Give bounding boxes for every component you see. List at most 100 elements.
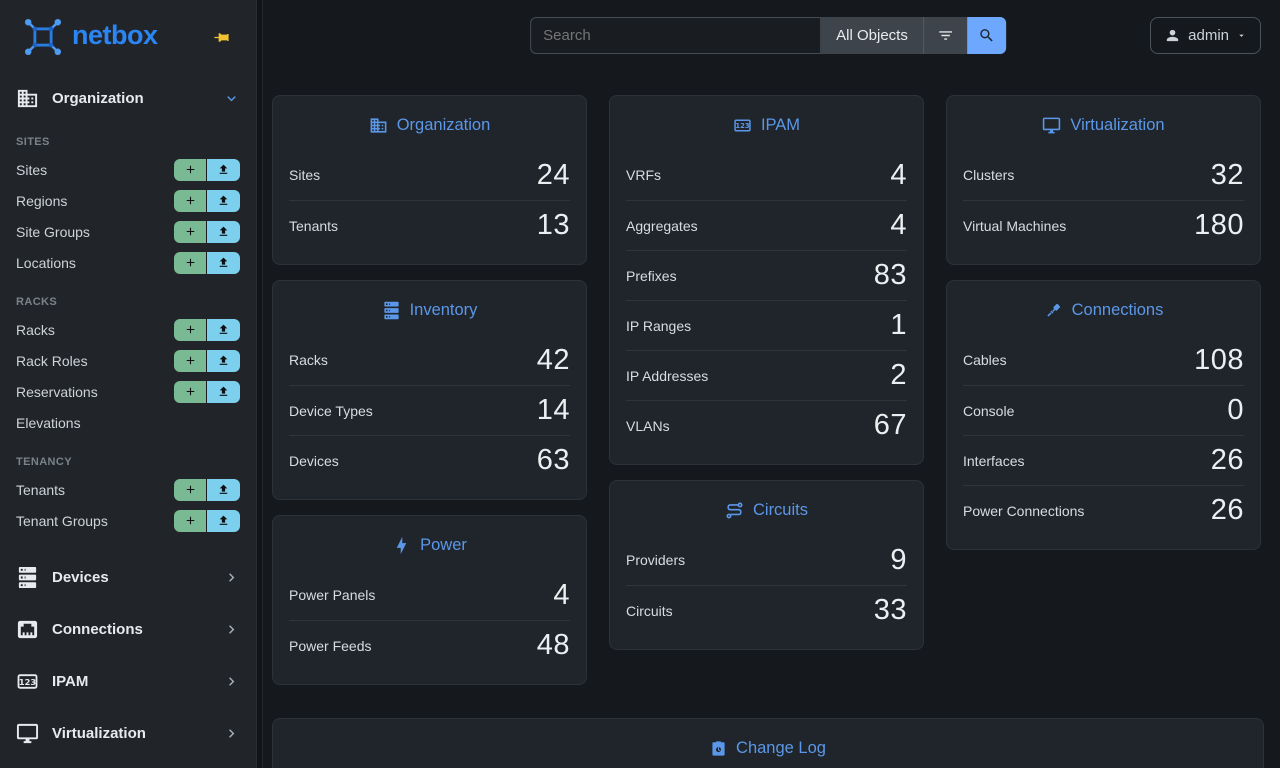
stat-value[interactable]: 26 xyxy=(1210,494,1244,526)
sidebar-menu-organization[interactable]: Organization xyxy=(0,78,256,118)
sidebar-item-link[interactable]: Regions xyxy=(16,192,68,209)
stat-label[interactable]: Virtual Machines xyxy=(963,217,1067,234)
dashboard-column-2: IPAM VRFs 4 Aggregates 4 Prefixes 83 xyxy=(609,95,924,685)
username: admin xyxy=(1188,27,1229,44)
dashboard-column-1: Organization Sites 24 Tenants 13 Inv xyxy=(272,95,587,685)
search-input[interactable] xyxy=(530,17,822,54)
pin-sidebar-icon[interactable] xyxy=(213,29,230,46)
stat-value[interactable]: 67 xyxy=(873,409,907,441)
import-button[interactable] xyxy=(207,318,240,341)
sidebar-menu-connections[interactable]: Connections xyxy=(0,603,256,655)
import-button[interactable] xyxy=(207,349,240,372)
add-button[interactable] xyxy=(174,251,207,274)
filter-button[interactable] xyxy=(922,17,967,54)
stat-label[interactable]: Sites xyxy=(289,167,321,183)
stat-label[interactable]: Power Panels xyxy=(289,587,376,603)
stat-value[interactable]: 83 xyxy=(873,259,907,291)
add-button[interactable] xyxy=(174,509,207,532)
stat-row: Power Connections 26 xyxy=(963,485,1244,535)
import-button[interactable] xyxy=(207,220,240,243)
dashboard-column-3: Virtualization Clusters 32 Virtual Machi… xyxy=(946,95,1261,685)
sidebar-scrollbar[interactable] xyxy=(256,0,263,768)
search-scope-dropdown[interactable]: All Objects xyxy=(821,17,923,54)
import-button[interactable] xyxy=(207,189,240,212)
stat-label[interactable]: Aggregates xyxy=(626,217,698,234)
sidebar-item-locations: Locations xyxy=(0,247,256,278)
add-button[interactable] xyxy=(174,318,207,341)
sidebar-menu-label: Devices xyxy=(52,568,109,586)
sidebar-menu-virtualization[interactable]: Virtualization xyxy=(0,707,256,759)
netbox-logo[interactable]: netbox xyxy=(22,16,158,58)
sidebar: netbox Organization SITES Sites Regions … xyxy=(0,0,256,768)
sidebar-item-link[interactable]: Racks xyxy=(16,321,55,338)
sidebar-menu-ipam[interactable]: IPAM xyxy=(0,655,256,707)
sidebar-item-link[interactable]: Tenant Groups xyxy=(16,512,108,529)
plus-icon xyxy=(184,483,197,496)
stat-label[interactable]: IP Addresses xyxy=(626,367,709,384)
stat-value[interactable]: 4 xyxy=(890,209,907,241)
stat-value[interactable]: 32 xyxy=(1210,158,1244,191)
stat-label[interactable]: Console xyxy=(963,402,1015,419)
sidebar-item-link[interactable]: Locations xyxy=(16,254,76,271)
import-button[interactable] xyxy=(207,509,240,532)
stat-label[interactable]: Device Types xyxy=(289,402,373,419)
building-icon xyxy=(369,116,388,135)
import-button[interactable] xyxy=(207,251,240,274)
stat-label[interactable]: Tenants xyxy=(289,217,339,234)
stat-value[interactable]: 13 xyxy=(536,209,570,241)
import-button[interactable] xyxy=(207,158,240,181)
stat-value[interactable]: 48 xyxy=(536,629,570,661)
stat-label[interactable]: Clusters xyxy=(963,167,1015,183)
stat-value[interactable]: 24 xyxy=(536,158,570,191)
stat-value[interactable]: 180 xyxy=(1194,209,1244,241)
sidebar-item-link[interactable]: Sites xyxy=(16,161,48,178)
add-button[interactable] xyxy=(174,349,207,372)
stat-label[interactable]: Prefixes xyxy=(626,267,677,284)
stat-label[interactable]: Cables xyxy=(963,352,1007,368)
sidebar-item-link[interactable]: Rack Roles xyxy=(16,352,88,369)
stat-value[interactable]: 0 xyxy=(1227,394,1244,426)
stat-value[interactable]: 4 xyxy=(890,158,907,191)
stat-label[interactable]: Power Connections xyxy=(963,502,1085,519)
stat-label[interactable]: Racks xyxy=(289,352,328,368)
upload-icon xyxy=(217,354,230,367)
stat-label[interactable]: Interfaces xyxy=(963,452,1025,469)
stat-label[interactable]: VLANs xyxy=(626,417,670,434)
sidebar-item-link[interactable]: Tenants xyxy=(16,481,66,498)
sidebar-menu-devices[interactable]: Devices xyxy=(0,551,256,603)
sidebar-item-link[interactable]: Site Groups xyxy=(16,223,90,240)
add-button[interactable] xyxy=(174,380,207,403)
stat-value[interactable]: 2 xyxy=(890,359,907,391)
stat-value[interactable]: 33 xyxy=(873,594,907,626)
stat-row: Tenants 13 xyxy=(289,200,570,250)
user-menu-button[interactable]: admin xyxy=(1150,17,1261,54)
search-button[interactable] xyxy=(966,17,1006,54)
stat-value[interactable]: 14 xyxy=(536,394,570,426)
stat-value[interactable]: 26 xyxy=(1210,444,1244,476)
sidebar-section-racks: RACKS xyxy=(16,296,58,308)
stat-value[interactable]: 108 xyxy=(1194,343,1244,376)
stat-value[interactable]: 4 xyxy=(553,578,570,611)
stat-label[interactable]: Devices xyxy=(289,452,339,469)
stat-row: Power Panels 4 xyxy=(289,570,570,620)
clipboard-clock-icon xyxy=(710,740,727,757)
add-button[interactable] xyxy=(174,158,207,181)
stat-label[interactable]: Circuits xyxy=(626,602,673,619)
stat-label[interactable]: Power Feeds xyxy=(289,637,372,654)
sidebar-item-link[interactable]: Elevations xyxy=(16,414,81,431)
stat-label[interactable]: IP Ranges xyxy=(626,317,692,334)
add-button[interactable] xyxy=(174,220,207,243)
stat-label[interactable]: VRFs xyxy=(626,167,661,183)
stat-value[interactable]: 42 xyxy=(536,343,570,376)
stat-value[interactable]: 1 xyxy=(890,309,907,341)
sidebar-logo-row: netbox xyxy=(0,0,256,72)
add-button[interactable] xyxy=(174,478,207,501)
add-button[interactable] xyxy=(174,189,207,212)
upload-icon xyxy=(217,194,230,207)
stat-label[interactable]: Providers xyxy=(626,552,686,568)
import-button[interactable] xyxy=(207,380,240,403)
stat-value[interactable]: 63 xyxy=(536,444,570,476)
import-button[interactable] xyxy=(207,478,240,501)
stat-value[interactable]: 9 xyxy=(890,543,907,576)
sidebar-item-link[interactable]: Reservations xyxy=(16,383,98,400)
